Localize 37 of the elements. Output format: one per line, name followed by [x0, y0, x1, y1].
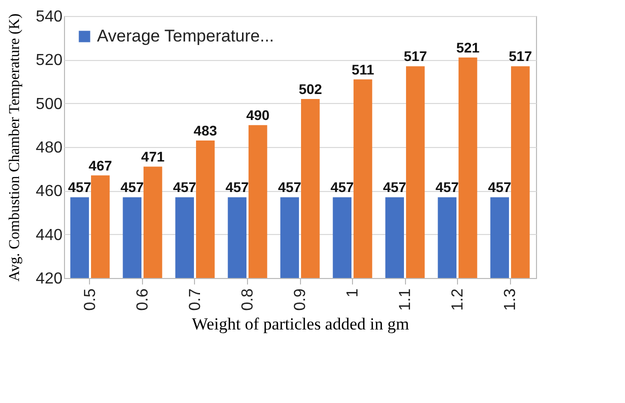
- x-tick-label: 1.2: [450, 288, 467, 311]
- y-axis-title: Avg. Combustion Chamber Temperature (K): [6, 14, 23, 282]
- data-label: 457: [488, 179, 512, 196]
- data-label: 471: [141, 148, 165, 165]
- data-label: 521: [456, 39, 480, 56]
- y-tick-label: 520: [36, 52, 63, 70]
- data-label: 457: [120, 179, 144, 196]
- data-label: 511: [352, 61, 374, 78]
- data-label: 517: [508, 48, 532, 64]
- data-label: 457: [435, 179, 460, 196]
- data-label: 483: [194, 122, 218, 138]
- data-label: 490: [246, 107, 270, 124]
- data-label: 457: [330, 179, 354, 196]
- x-tick-label: 0.9: [292, 288, 309, 311]
- x-tick-label: 1: [344, 288, 362, 298]
- x-tick-label: 1.3: [502, 288, 520, 311]
- data-label: 467: [88, 157, 112, 174]
- x-tick-label: 1.1: [397, 288, 414, 311]
- x-tick-label: 0.5: [82, 288, 99, 311]
- x-tick-label: 0.7: [186, 288, 204, 311]
- legend-label: Average Temperature...: [97, 26, 274, 46]
- y-tick-label: 440: [36, 226, 63, 244]
- y-tick-label: 540: [36, 8, 63, 26]
- y-tick-label: 460: [36, 183, 63, 200]
- data-label: 517: [404, 48, 428, 64]
- data-label: 457: [172, 179, 197, 196]
- y-tick-label: 420: [36, 270, 63, 288]
- data-label: 457: [382, 179, 407, 196]
- y-tick-label: 480: [36, 140, 63, 156]
- data-label: 457: [278, 179, 302, 196]
- x-axis-title: Weight of particles added in gm: [192, 314, 410, 334]
- data-label: 502: [298, 80, 322, 97]
- x-tick-label: 0.8: [239, 288, 256, 311]
- data-label: 457: [225, 179, 250, 196]
- data-label: 457: [68, 179, 92, 196]
- x-tick-label: 0.6: [134, 288, 152, 311]
- y-tick-label: 500: [36, 96, 63, 113]
